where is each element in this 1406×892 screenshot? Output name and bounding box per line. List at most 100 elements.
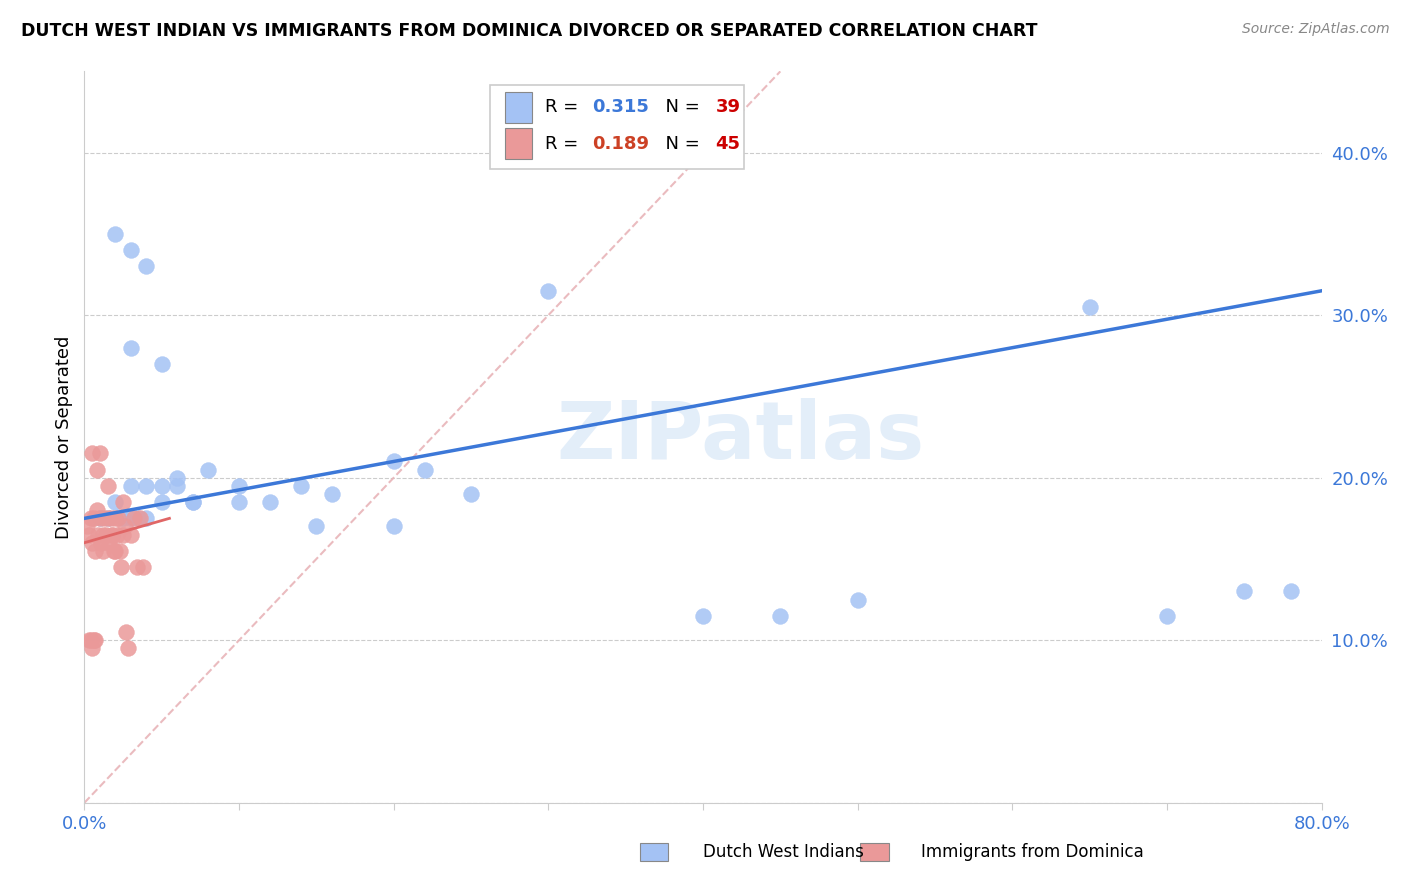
Point [87,527,110,541]
Point [197,462,219,476]
Point [120,511,142,525]
Point [321,487,343,501]
Point [82,641,104,656]
Point [93,511,115,525]
Point [112,511,135,525]
Text: ZIPatlas: ZIPatlas [555,398,924,476]
Point [104,227,127,241]
Point [166,471,188,485]
Point [83,633,105,648]
Point [96,511,118,525]
Bar [505,92,533,122]
Bar [640,843,668,861]
Point [89,446,111,460]
Point [100,511,122,525]
Point [150,357,173,371]
Text: R =: R = [544,135,583,153]
Point [105,527,128,541]
Point [101,527,124,541]
Point [77,633,100,648]
Point [84,633,107,648]
Text: Dutch West Indians: Dutch West Indians [703,843,863,861]
Point [127,511,149,525]
Point [1233,584,1256,599]
Point [120,243,142,257]
Point [91,544,114,558]
Point [1156,608,1178,623]
Point [135,511,157,525]
Point [103,544,125,558]
Text: 45: 45 [716,135,741,153]
Point [84,544,107,558]
Point [537,284,560,298]
Text: N =: N = [654,135,704,153]
Point [305,519,328,533]
Point [120,527,142,541]
Point [846,592,869,607]
Point [91,527,114,541]
Point [83,511,105,525]
Point [181,495,204,509]
Point [86,503,108,517]
Point [150,495,173,509]
Point [132,560,155,574]
Point [112,495,135,509]
Point [89,511,111,525]
Point [259,495,281,509]
Point [89,511,111,525]
Text: 0.189: 0.189 [592,135,648,153]
FancyBboxPatch shape [491,85,744,169]
Point [76,519,98,533]
Bar [860,843,889,861]
Point [107,511,129,525]
Point [122,511,145,525]
Text: Immigrants from Dominica: Immigrants from Dominica [921,843,1143,861]
Text: N =: N = [654,98,704,116]
Point [112,527,135,541]
Text: 39: 39 [716,98,741,116]
Point [135,260,157,274]
Point [1078,300,1101,314]
Text: 0.315: 0.315 [592,98,648,116]
Bar [505,128,533,159]
Point [228,495,250,509]
Point [104,544,127,558]
Point [79,511,101,525]
Point [117,641,139,656]
Point [101,527,124,541]
Point [382,519,405,533]
Text: Source: ZipAtlas.com: Source: ZipAtlas.com [1241,22,1389,37]
Point [150,479,173,493]
Point [228,479,250,493]
Point [110,560,132,574]
Point [120,479,142,493]
Point [79,633,101,648]
Text: DUTCH WEST INDIAN VS IMMIGRANTS FROM DOMINICA DIVORCED OR SEPARATED CORRELATION : DUTCH WEST INDIAN VS IMMIGRANTS FROM DOM… [21,22,1038,40]
Point [115,625,138,640]
Point [82,535,104,549]
Point [77,527,100,541]
Point [290,479,312,493]
Point [108,544,131,558]
Text: R =: R = [544,98,583,116]
Point [104,495,127,509]
Point [382,454,405,468]
Point [120,341,142,355]
Point [166,479,188,493]
Point [114,519,136,533]
Point [181,495,204,509]
Point [413,462,436,476]
Point [769,608,792,623]
Y-axis label: Divorced or Separated: Divorced or Separated [55,335,73,539]
Point [98,535,121,549]
Point [96,511,118,525]
Point [125,560,148,574]
Point [135,479,157,493]
Point [1279,584,1302,599]
Point [692,608,714,623]
Point [90,535,112,549]
Point [129,511,152,525]
Point [96,479,118,493]
Point [460,487,482,501]
Point [94,527,117,541]
